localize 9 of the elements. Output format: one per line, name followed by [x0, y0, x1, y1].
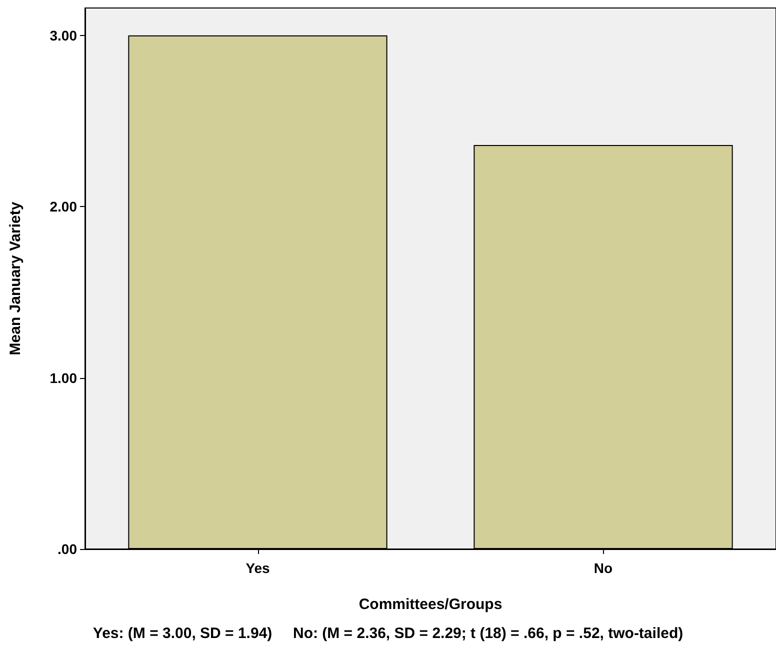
x-tick-label: No: [594, 560, 613, 576]
y-tick-label: 3.00: [50, 27, 78, 44]
y-tick-label: 2.00: [50, 198, 78, 215]
x-tick-label: Yes: [246, 560, 270, 576]
y-tick-label: .00: [58, 541, 78, 557]
text: Yes: (M = 3.00, SD = 1.94) No: (M = 2.36, SD = 2.29; t (18) = .66, p = .52, two-tailed): [92, 625, 684, 642]
y-axis-title: Mean January Variety: [7, 201, 24, 356]
y-tick-label: 1.00: [50, 370, 78, 386]
x-axis-title: Committees/Groups: [358, 596, 502, 613]
